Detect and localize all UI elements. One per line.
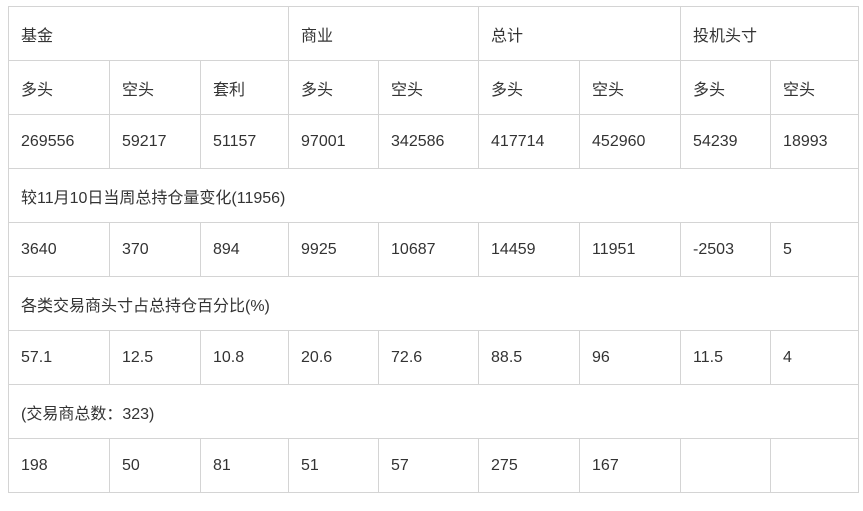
position-cell: 54239 <box>680 114 772 169</box>
position-cell: 269556 <box>8 114 110 169</box>
percent-cell: 57.1 <box>8 330 110 385</box>
percent-cell: 20.6 <box>288 330 380 385</box>
section-title-row: 较11月10日当周总持仓量变化(11956) <box>7 168 860 223</box>
group-header: 商业 <box>288 6 480 61</box>
position-cell: 18993 <box>770 114 860 169</box>
position-cell: 59217 <box>109 114 201 169</box>
subheader-cell: 多头 <box>478 60 581 115</box>
subheader-cell: 空头 <box>770 60 860 115</box>
group-header: 基金 <box>7 6 290 61</box>
subheader-cell: 套利 <box>199 60 290 115</box>
percent-title: 各类交易商头寸占总持仓百分比(%) <box>7 276 860 331</box>
subheader-cell: 多头 <box>288 60 380 115</box>
position-cell: 97001 <box>288 114 380 169</box>
percent-cell: 96 <box>579 330 682 385</box>
change-cell: 10687 <box>378 222 480 277</box>
section-title-row: (交易商总数：323) <box>7 384 860 439</box>
traders-cell: 198 <box>8 438 110 493</box>
percent-cell: 12.5 <box>109 330 201 385</box>
position-cell: 51157 <box>199 114 290 169</box>
change-cell: -2503 <box>680 222 772 277</box>
position-cell: 452960 <box>579 114 682 169</box>
traders-cell: 51 <box>288 438 380 493</box>
subheader-cell: 空头 <box>579 60 682 115</box>
change-cell: 370 <box>109 222 201 277</box>
traders-cell: 81 <box>199 438 290 493</box>
group-header: 总计 <box>478 6 682 61</box>
subheader-cell: 多头 <box>8 60 110 115</box>
position-cell: 417714 <box>478 114 581 169</box>
traders-title: (交易商总数：323) <box>7 384 860 439</box>
subheader-cell: 多头 <box>680 60 772 115</box>
group-header-row: 基金 商业 总计 投机头寸 <box>7 6 860 61</box>
percent-cell: 88.5 <box>478 330 581 385</box>
table-row: 198 50 81 51 57 275 167 <box>8 438 860 493</box>
traders-cell: 57 <box>378 438 480 493</box>
change-cell: 14459 <box>478 222 581 277</box>
change-title: 较11月10日当周总持仓量变化(11956) <box>7 168 860 223</box>
percent-cell: 10.8 <box>199 330 290 385</box>
change-cell: 5 <box>770 222 860 277</box>
positions-table: 基金 商业 总计 投机头寸 多头 空头 套利 多头 空头 多头 空头 多头 空头 269556 59217 5… <box>7 6 860 493</box>
change-cell: 11951 <box>579 222 682 277</box>
traders-cell <box>770 438 860 493</box>
section-title-row: 各类交易商头寸占总持仓百分比(%) <box>7 276 860 331</box>
group-header: 投机头寸 <box>680 6 860 61</box>
change-cell: 9925 <box>288 222 380 277</box>
traders-cell: 275 <box>478 438 581 493</box>
percent-cell: 72.6 <box>378 330 480 385</box>
table-row: 57.1 12.5 10.8 20.6 72.6 88.5 96 11.5 4 <box>8 330 860 385</box>
subheader-cell: 空头 <box>109 60 201 115</box>
percent-cell: 4 <box>770 330 860 385</box>
change-cell: 894 <box>199 222 290 277</box>
traders-cell: 50 <box>109 438 201 493</box>
change-cell: 3640 <box>8 222 110 277</box>
subheader-row: 多头 空头 套利 多头 空头 多头 空头 多头 空头 <box>8 60 860 115</box>
traders-cell <box>680 438 772 493</box>
position-cell: 342586 <box>378 114 480 169</box>
percent-cell: 11.5 <box>680 330 772 385</box>
table-row: 269556 59217 51157 97001 342586 417714 452960 5… <box>8 114 860 169</box>
traders-cell: 167 <box>579 438 682 493</box>
subheader-cell: 空头 <box>378 60 480 115</box>
table-row: 3640 370 894 9925 10687 14459 11951 -2503 5 <box>8 222 860 277</box>
